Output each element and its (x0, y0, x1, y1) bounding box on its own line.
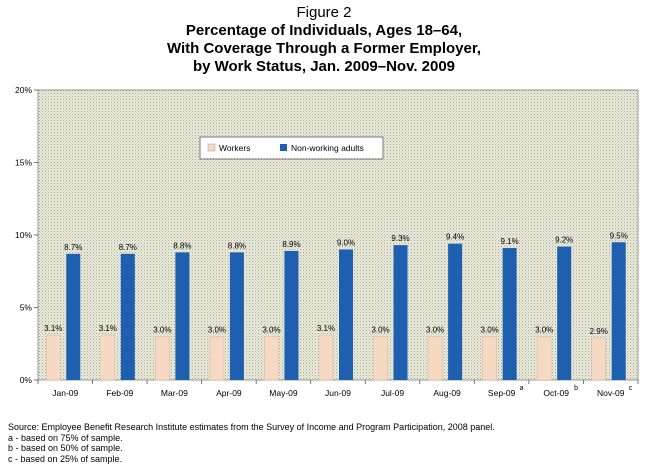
footnotes: Source: Employee Benefit Research Instit… (8, 422, 644, 464)
data-label-workers: 3.1% (99, 324, 117, 333)
x-tick-label: Nov-09 (597, 388, 625, 398)
x-tick-superscript: c (629, 385, 633, 392)
legend-label-non-working-adults: Non-working adults (291, 143, 364, 153)
data-label-non-working-adults: 8.7% (64, 243, 82, 252)
bars (46, 242, 626, 381)
data-label-workers: 3.0% (481, 326, 499, 335)
bar-workers (373, 336, 388, 381)
data-label-non-working-adults: 9.5% (610, 231, 628, 240)
data-label-non-working-adults: 9.4% (446, 233, 464, 242)
data-label-workers: 3.0% (535, 326, 553, 335)
bar-workers (209, 336, 225, 381)
data-label-non-working-adults: 8.8% (228, 241, 246, 250)
data-label-workers: 3.0% (426, 326, 444, 335)
bar-workers (591, 337, 606, 381)
x-axis: Jan-09 Feb-09 Mar-09 Apr-09 May-09 Jun-09 Jul-… (37, 380, 639, 398)
chart-title-line-1: Percentage of Individuals, Ages 18–64, (185, 22, 463, 39)
footnote-b: b - based on 50% of sample. (8, 443, 123, 453)
bar-non-working-adults (229, 252, 244, 380)
x-tick-label: May-09 (269, 388, 298, 398)
legend: Workers Non-working adults (199, 136, 384, 160)
x-tick-label: Oct-09 (543, 388, 569, 398)
data-label-workers: 3.0% (208, 326, 226, 335)
x-tick-label: Aug-09 (433, 388, 461, 398)
x-tick-superscript: a (520, 385, 524, 392)
bar-workers (536, 336, 552, 381)
y-axis: 0% 5% 10% 15% 20% (15, 85, 38, 385)
y-tick-label: 15% (15, 158, 32, 168)
data-label-workers: 3.0% (262, 326, 280, 335)
data-label-non-working-adults: 9.3% (391, 234, 409, 243)
chart-title-line-2: With Coverage Through a Former Employer, (166, 40, 482, 57)
bar-workers (264, 336, 279, 381)
bar-workers (427, 336, 443, 381)
y-tick-label: 5% (20, 303, 33, 313)
x-tick-label: Mar-09 (161, 388, 188, 398)
legend-label-workers: Workers (219, 143, 251, 153)
bar-non-working-adults (175, 252, 190, 380)
x-tick-superscript: b (574, 385, 578, 392)
bar-workers (100, 334, 116, 381)
legend-swatch-non-working-adults (280, 144, 287, 151)
data-label-workers: 3.0% (153, 326, 171, 335)
x-tick-label: Jun-09 (325, 388, 351, 398)
bar-non-working-adults (393, 245, 408, 380)
bar-non-working-adults (557, 246, 572, 380)
x-tick-label: Apr-09 (216, 388, 242, 398)
legend-swatch-workers (207, 143, 216, 152)
figure-label: Figure 2 (296, 4, 352, 21)
bar-non-working-adults (611, 242, 626, 380)
bar-non-working-adults (339, 249, 353, 380)
y-tick-label: 20% (15, 85, 32, 95)
x-tick-label: Feb-09 (106, 388, 133, 398)
data-label-non-working-adults: 9.0% (337, 239, 355, 248)
bar-non-working-adults (284, 250, 299, 380)
bar-workers (46, 334, 61, 381)
title-block: Figure 2 Percentage of Individuals, Ages… (0, 4, 648, 76)
data-label-non-working-adults: 9.1% (501, 237, 519, 246)
bar-non-working-adults (448, 243, 463, 380)
bar-non-working-adults (502, 248, 517, 380)
bar-workers (318, 334, 334, 381)
y-tick-label: 0% (20, 375, 33, 385)
data-label-non-working-adults: 9.2% (555, 236, 573, 245)
x-tick-label: Jul-09 (381, 388, 404, 398)
bar-workers (155, 336, 170, 381)
source-note: Source: Employee Benefit Research Instit… (8, 422, 495, 432)
data-label-workers: 3.0% (371, 326, 389, 335)
data-label-non-working-adults: 8.8% (173, 241, 191, 250)
data-label-non-working-adults: 8.7% (119, 243, 137, 252)
bar-workers (482, 336, 497, 381)
bar-non-working-adults (120, 253, 135, 380)
legend-box (199, 136, 384, 160)
footnote-c: c - based on 25% of sample. (8, 453, 123, 464)
data-label-workers: 3.1% (317, 324, 335, 333)
data-labels: 3.1% 8.7% 3.1% 8.7% 3.0% 8.8% 3.0% 8.8% 3.0% 8.9%… (44, 231, 628, 336)
data-label-workers: 2.9% (590, 327, 608, 336)
footnote-a: a - based on 75% of sample. (8, 432, 123, 443)
chart-title-line-3: by Work Status, Jan. 2009–Nov. 2009 (192, 58, 456, 75)
x-tick-label: Jan-09 (52, 388, 78, 398)
data-label-workers: 3.1% (44, 324, 62, 333)
bar-non-working-adults (66, 253, 81, 380)
data-label-non-working-adults: 8.9% (282, 240, 300, 249)
y-tick-label: 10% (15, 230, 32, 240)
x-tick-label: Sep-09 (488, 388, 516, 398)
